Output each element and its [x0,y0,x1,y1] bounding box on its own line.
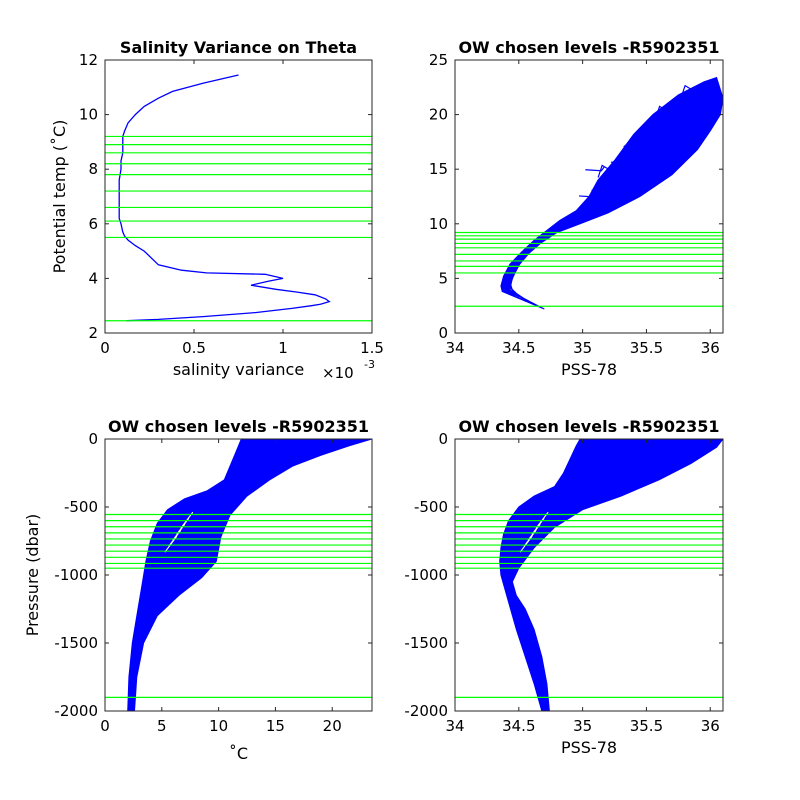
profile-line [509,439,704,711]
plot-area [105,74,372,322]
x-tick-label: 35 [573,339,592,357]
profile-spike [674,108,695,114]
profile-spike [617,167,637,173]
x-tick-label: 0 [100,717,110,735]
profile-band [499,439,723,711]
y-tick-label: 12 [79,51,98,69]
y-tick-label: 6 [88,215,98,233]
chart-title: OW chosen levels -R5902351 [458,417,719,436]
profile-spike [661,112,682,126]
axes-box [104,59,373,334]
x-tick-label: 34 [445,339,464,357]
x-tick-label: 0 [100,339,110,357]
profile-line [500,439,602,711]
y-axis-label: Pressure (dbar) [23,514,42,637]
profile-band [127,439,372,711]
x-axis-label: PSS-78 [561,738,617,757]
x-axis-label: salinity variance [173,360,304,379]
y-axis-label: Potential temp (˚C) [50,120,69,274]
profile-spike [699,79,720,93]
profile-line [504,439,642,711]
axes-box [454,59,724,334]
x-tick-label: 35.5 [630,717,663,735]
y-tick-label: 10 [79,106,98,124]
y-tick-label: -1500 [404,634,448,652]
profile-line [133,439,354,711]
y-tick-label: 5 [438,269,448,287]
profile-spike [585,166,605,172]
panel-1: 0 0.5 1 1.5 2 4 6 8 10 12 Salinity Variance on The… [50,38,384,382]
panel-3: 0 5 10 15 20 -2000 -1500 -1000 -500 0 OW chosen le… [23,417,373,763]
series-line [118,74,331,322]
profile-spike [610,158,631,164]
y-tick-label: 0 [88,430,98,448]
x-tick-label: 35.5 [630,339,663,357]
y-tick-label: -1500 [54,634,98,652]
chart-title: OW chosen levels -R5902351 [108,417,369,436]
x-tick-label: 1 [278,339,288,357]
profile-line [502,439,622,711]
x-tick-label: 35 [573,717,592,735]
y-tick-label: -2000 [54,702,98,720]
x-axis-label: ˚C [229,744,248,763]
profile-spike [578,192,599,198]
x-exponent-base: ×10 [322,364,354,382]
x-tick-label: 15 [266,717,285,735]
y-tick-label: 25 [429,51,448,69]
x-tick-label: 5 [157,717,167,735]
chart-title: Salinity Variance on Theta [120,38,357,57]
profile-line [509,95,723,308]
profile-spike [616,181,637,196]
profile-spike [629,140,650,154]
profile-spike [623,133,644,148]
x-axis-label: PSS-78 [561,360,617,379]
y-tick-label: 2 [88,324,98,342]
profile-spike [597,164,618,178]
panel-2: 34 34.5 35 35.5 36 0 5 10 15 20 25 OW chosen levels… [429,38,724,379]
plot-area [105,439,372,711]
profile-line [506,82,719,297]
y-tick-label: 20 [429,106,448,124]
y-tick-label: -1000 [54,566,98,584]
profile-line [506,439,663,711]
y-tick-label: -1000 [404,566,448,584]
profile-spike [668,138,688,145]
profile-line [131,439,317,711]
y-tick-label: 15 [429,160,448,178]
x-tick-label: 34.5 [502,339,535,357]
plot-area [455,439,723,711]
profile-spike [680,84,701,98]
x-tick-label: 36 [701,717,720,735]
profile-line [130,439,298,711]
y-tick-label: -500 [414,498,448,516]
x-tick-label: 1.5 [360,339,384,357]
x-exponent-power: -3 [364,358,375,371]
profile-line [509,92,722,305]
chart-title: OW chosen levels -R5902351 [458,38,719,57]
y-tick-label: 0 [438,430,448,448]
profile-spike [604,180,624,186]
y-tick-label: 4 [88,269,98,287]
y-tick-label: 8 [88,160,98,178]
plot-area [455,76,723,310]
y-tick-label: 0 [438,324,448,342]
profile-spike [649,134,669,140]
y-tick-label: -500 [64,498,98,516]
x-tick-label: 36 [701,339,720,357]
profile-spike [642,148,663,162]
panel-4: 34 34.5 35 35.5 36 -2000 -1500 -1000 -500 0 OW cho… [404,417,724,757]
x-tick-label: 34 [445,717,464,735]
x-tick-label: 34.5 [502,717,535,735]
profile-spike [655,105,675,119]
y-tick-label: -2000 [404,702,448,720]
y-tick-label: 10 [429,215,448,233]
x-tick-label: 0.5 [182,339,206,357]
profile-spike [689,103,710,110]
profile-spike [636,127,656,134]
profile-line [128,439,261,711]
x-tick-label: 10 [209,717,228,735]
profile-line [504,79,718,295]
x-tick-label: 20 [323,717,342,735]
